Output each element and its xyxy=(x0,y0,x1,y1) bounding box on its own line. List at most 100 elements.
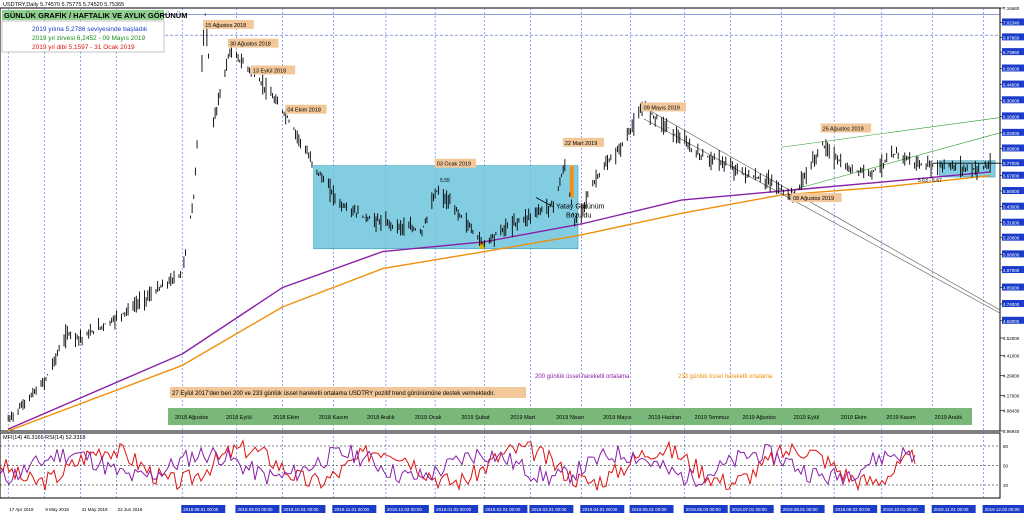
month-bar-bg xyxy=(168,408,972,425)
x-tick-label: 2018.08.01 00:00 xyxy=(183,507,219,512)
y-tick-label: 6.30000 xyxy=(1003,98,1020,103)
x-tick-label: 2019.05.01 00:00 xyxy=(632,507,668,512)
march-marker xyxy=(569,165,574,198)
y-tick-highlight xyxy=(1002,128,1024,136)
y-tick-highlight xyxy=(1002,218,1024,226)
x-tick-label: 22 Jun 2018 xyxy=(118,507,143,512)
y-tick-label: 6.02000 xyxy=(1003,131,1020,136)
event-label: 15 Ağustos 2018 xyxy=(205,23,246,29)
y-axis: 7.16680 7.02340 6.87860 6.73860 6.58600 6.440… xyxy=(1000,6,1024,434)
level-555-label: 5.55 xyxy=(440,178,450,184)
y-tick-highlight xyxy=(1002,171,1024,179)
event-label: 13 Eylül 2018 xyxy=(253,68,286,74)
trendline-down-1 xyxy=(643,106,1001,311)
y-tick-highlight xyxy=(1002,250,1024,258)
x-tick-highlight xyxy=(235,505,280,513)
x-tick-highlight xyxy=(982,505,1024,513)
x-tick-highlight xyxy=(529,505,574,513)
month-bar-label: 2019 Haziran xyxy=(648,415,681,421)
month-bar-label: 2019 Eylül xyxy=(794,415,820,421)
event-label: 08 Ağustos 2019 xyxy=(793,196,834,202)
event-label-bg xyxy=(203,19,254,29)
x-tick-highlight xyxy=(434,505,479,513)
month-bar-label: 2019 Ekim xyxy=(841,415,867,421)
y-tick-highlight xyxy=(1002,316,1024,324)
y-tick-label: 6.87860 xyxy=(1003,35,1020,40)
symbol-header: USDTRY,Daily 5.74570 5.75775 5.74520 5.7… xyxy=(3,2,124,8)
note-line-2: 2019 yıl zirvesi 6,2452 - 09 Mayıs 2019 xyxy=(32,35,145,42)
y-tick-highlight xyxy=(1002,299,1024,307)
y-tick-label: 7.02340 xyxy=(1003,20,1020,25)
x-tick-highlight xyxy=(729,505,774,513)
indicator-level-label: 50 xyxy=(1003,464,1009,469)
low-marker xyxy=(479,241,485,249)
y-tick-label: 5.08000 xyxy=(1003,252,1020,257)
y-tick-highlight xyxy=(1002,187,1024,195)
ema-line-1 xyxy=(181,175,991,367)
y-tick-label: 6.58600 xyxy=(1003,67,1020,72)
y-tick-label: 4.08430 xyxy=(1003,409,1020,414)
event-label-bg xyxy=(791,193,842,203)
event-label-bg xyxy=(285,104,327,114)
x-tick-label: 2019.11.01 00:00 xyxy=(934,507,969,512)
y-tick-label: 5.31000 xyxy=(1003,221,1020,226)
month-bar-label: 2018 Aralık xyxy=(367,415,395,421)
x-tick-label: 2019.08.01 00:00 xyxy=(783,507,819,512)
y-tick-label: 4.74000 xyxy=(1003,302,1020,307)
x-tick-label: 2019.07.01 00:00 xyxy=(732,507,768,512)
month-bar-label: 2018 Ekim xyxy=(273,415,299,421)
note-line-1: 2019 yılına 5,2786 seviyesinde başladık xyxy=(32,26,148,33)
event-label-bg xyxy=(434,158,476,168)
y-tick-highlight xyxy=(1002,144,1024,152)
x-tick-highlight xyxy=(281,505,326,513)
x-tick-label: 17 Apr 2018 xyxy=(9,507,34,512)
indicator-plot-frame xyxy=(0,432,1001,499)
x-tick-label: 31 May 2018 xyxy=(81,507,108,512)
y-tick-label: 4.17000 xyxy=(1003,394,1020,399)
x-tick-label: 2019.09.02 00:00 xyxy=(835,507,871,512)
y-tick-label: 4.29000 xyxy=(1003,373,1020,378)
y-tick-highlight xyxy=(1002,159,1024,167)
x-tick-label: 2018.10.01 00:00 xyxy=(283,507,319,512)
x-tick-highlight xyxy=(931,505,976,513)
notes-box xyxy=(1,20,165,53)
x-tick-label: 2018.11.01 00:00 xyxy=(334,507,369,512)
y-tick-label: 6.44000 xyxy=(1003,83,1020,88)
indicator-level-label: 20 xyxy=(1003,483,1009,488)
y-tick-label: 7.16680 xyxy=(1003,6,1020,11)
y-tick-label: 5.20000 xyxy=(1003,236,1020,241)
month-bar-label: 2019 Nisan xyxy=(556,415,584,421)
y-tick-label: 5.43000 xyxy=(1003,205,1020,210)
x-tick-highlight xyxy=(780,505,825,513)
x-tick-highlight xyxy=(580,505,625,513)
rsi-line xyxy=(0,443,916,488)
month-bar-label: 2018 Kasım xyxy=(319,415,349,421)
y-tick-label: 4.41000 xyxy=(1003,354,1020,359)
note-label: 27 Eylül 2017'den beri 200 ve 233 günlük… xyxy=(172,391,495,397)
y-tick-highlight xyxy=(1002,266,1024,274)
x-tick-highlight xyxy=(880,505,925,513)
event-label-bg xyxy=(641,102,686,112)
y-tick-highlight xyxy=(1002,202,1024,210)
y-tick-highlight xyxy=(1002,64,1024,72)
event-label: 03 Ocak 2019 xyxy=(437,162,471,168)
x-tick-highlight xyxy=(629,505,674,513)
y-tick-label: 4.52000 xyxy=(1003,336,1020,341)
x-tick-label: 2019.12.02 00:00 xyxy=(985,507,1021,512)
month-bar-label: 2019 Ağustos xyxy=(743,415,777,421)
month-bar-label: 2019 Şubat xyxy=(461,415,490,421)
month-bar-label: 2019 Mart xyxy=(510,415,535,421)
yatay-arrow xyxy=(535,197,554,208)
x-tick-label: 2019.04.01 00:00 xyxy=(582,507,618,512)
ema-line-0 xyxy=(181,171,991,355)
month-bar-label: 2018 Eylül xyxy=(226,415,252,421)
y-tick-label: 5.89000 xyxy=(1003,146,1020,151)
y-tick-highlight xyxy=(1002,283,1024,291)
trendline-up-1 xyxy=(781,117,1001,148)
month-bar-label: 2019 Aralık xyxy=(935,415,963,421)
y-tick-label: 5.55000 xyxy=(1003,189,1020,194)
event-label: 26 Ağustos 2019 xyxy=(823,126,864,132)
